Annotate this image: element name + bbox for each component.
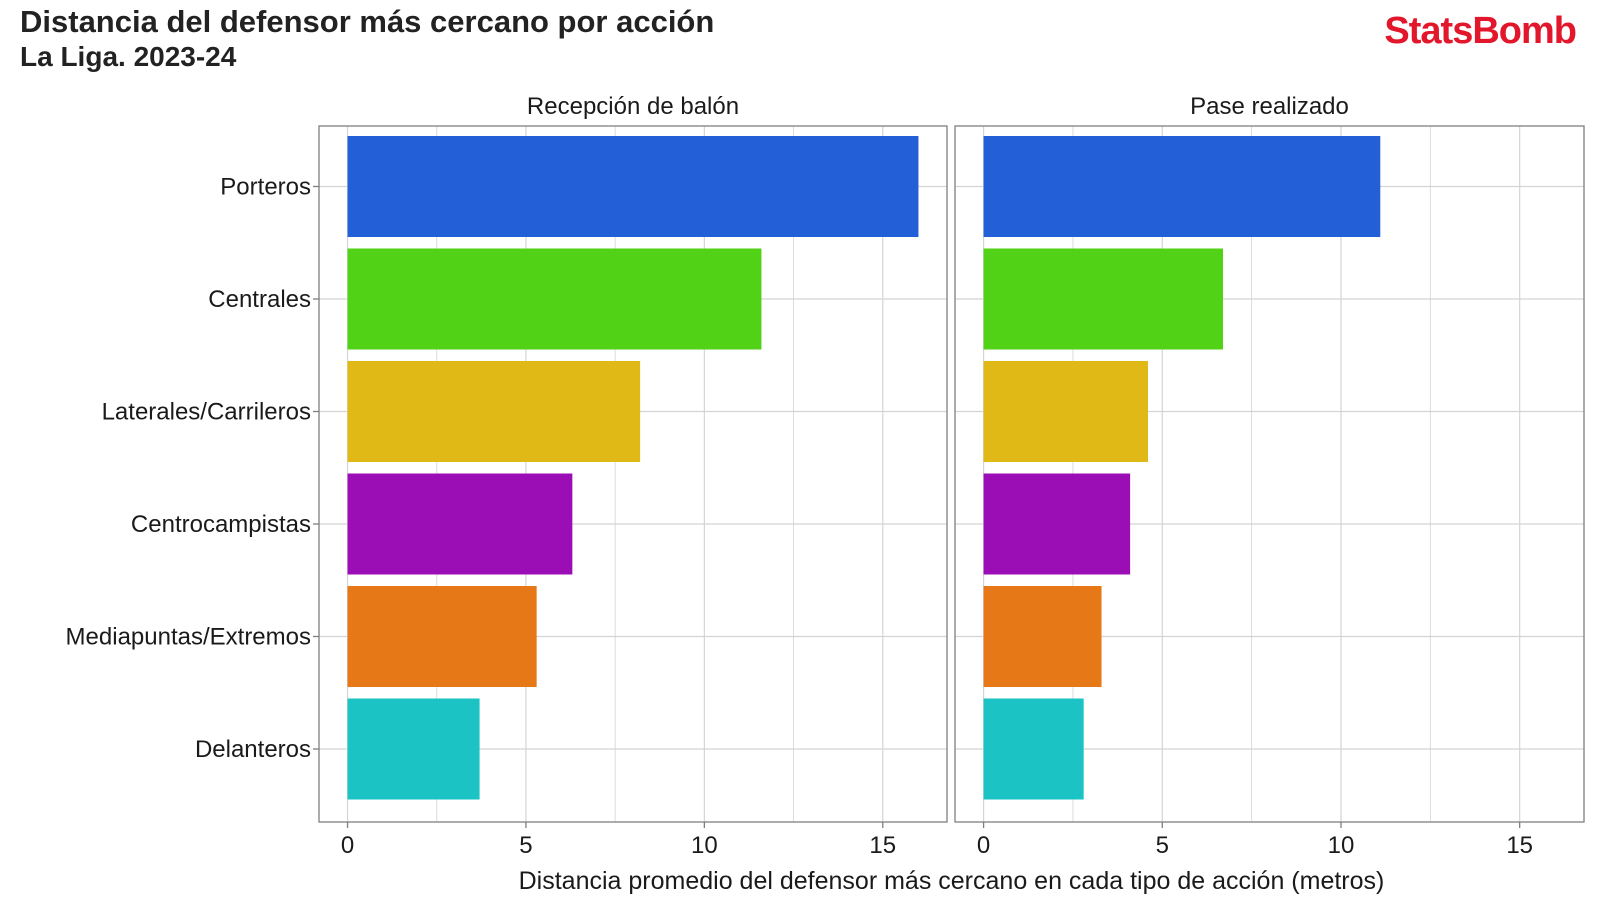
chart-title: Distancia del defensor más cercano por a… bbox=[20, 4, 715, 39]
panel-border-pase-realizado bbox=[954, 125, 1585, 823]
x-tick-label: 0 bbox=[341, 832, 354, 859]
facet-title-pase-realizado: Pase realizado bbox=[1190, 93, 1349, 120]
chart-subtitle: La Liga. 2023-24 bbox=[20, 41, 237, 72]
x-tick-label: 0 bbox=[977, 832, 990, 859]
category-label-porteros: Porteros bbox=[220, 174, 311, 201]
panel-border-recepcion-de-balon bbox=[318, 125, 948, 823]
x-tick-label: 15 bbox=[1506, 832, 1533, 859]
x-tick-label: 5 bbox=[519, 832, 532, 859]
bar-pase-realizado-delanteros bbox=[983, 698, 1084, 800]
x-axis-title: Distancia promedio del defensor más cerc… bbox=[519, 867, 1385, 895]
bar-pase-realizado-mediapuntas-extremos bbox=[983, 586, 1102, 687]
x-tick-label: 10 bbox=[1328, 832, 1355, 859]
bar-recepcion-de-balon-mediapuntas-extremos bbox=[347, 586, 537, 687]
bar-pase-realizado-centrocampistas bbox=[983, 473, 1131, 575]
category-label-delanteros: Delanteros bbox=[195, 736, 311, 763]
bar-recepcion-de-balon-centrocampistas bbox=[347, 473, 573, 575]
bar-pase-realizado-centrales bbox=[983, 248, 1224, 350]
category-label-mediapuntas-extremos: Mediapuntas/Extremos bbox=[66, 624, 311, 651]
category-label-centrocampistas: Centrocampistas bbox=[131, 511, 311, 538]
bar-recepcion-de-balon-laterales-carrileros bbox=[347, 361, 641, 462]
bar-recepcion-de-balon-porteros bbox=[347, 136, 919, 237]
x-tick-label: 5 bbox=[1156, 832, 1169, 859]
bar-pase-realizado-laterales-carrileros bbox=[983, 361, 1148, 462]
bar-pase-realizado-porteros bbox=[983, 136, 1381, 237]
statsbomb-logo: StatsBomb bbox=[1384, 10, 1577, 52]
x-tick-label: 15 bbox=[869, 832, 896, 859]
facet-title-recepcion-de-balon: Recepción de balón bbox=[527, 93, 739, 120]
bar-recepcion-de-balon-centrales bbox=[347, 248, 762, 350]
x-tick-label: 10 bbox=[691, 832, 718, 859]
category-label-centrales: Centrales bbox=[208, 286, 311, 313]
category-label-laterales-carrileros: Laterales/Carrileros bbox=[102, 399, 311, 426]
bar-recepcion-de-balon-delanteros bbox=[347, 698, 480, 800]
